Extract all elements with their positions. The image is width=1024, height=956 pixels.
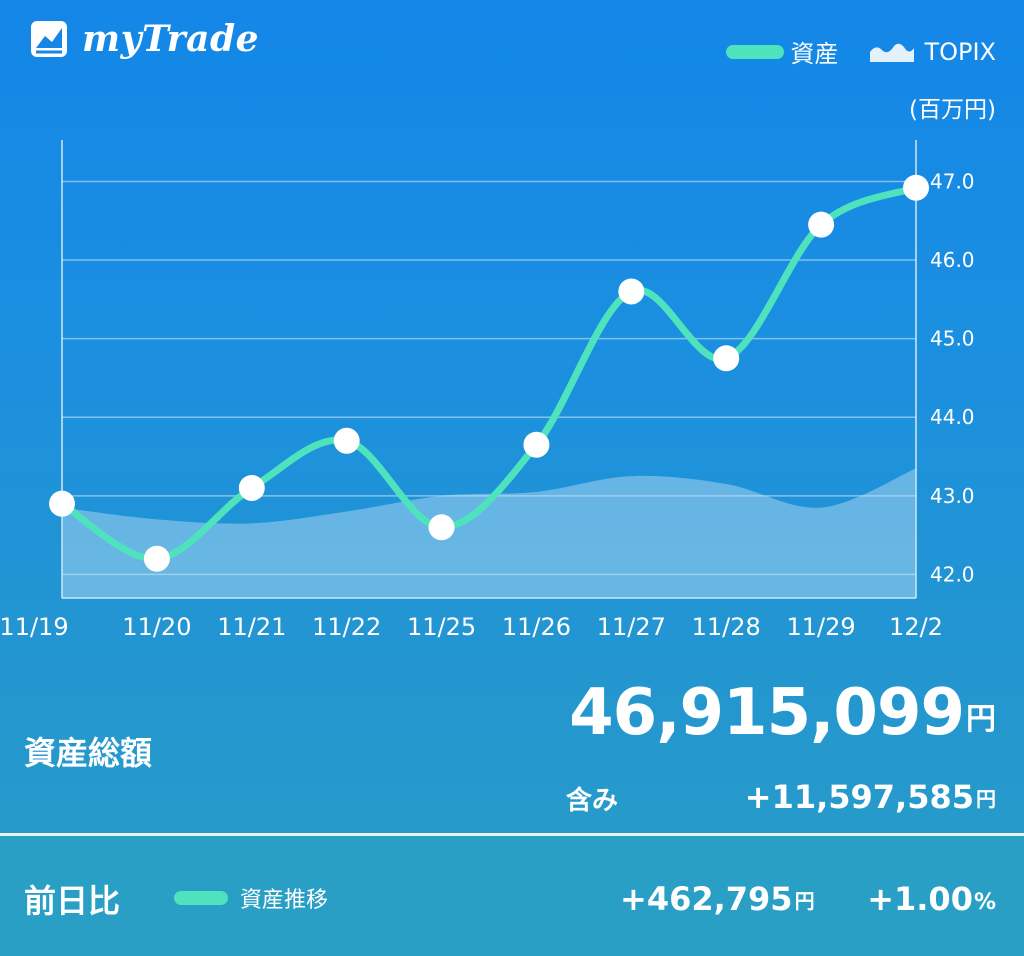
x-tick-label: 11/28 — [692, 613, 761, 641]
x-tick-label: 11/21 — [217, 613, 286, 641]
x-tick-label: 11/25 — [407, 613, 476, 641]
y-tick-label: 45.0 — [930, 327, 975, 351]
unrealized-label: 含み — [566, 786, 619, 816]
asset-line-swatch — [726, 44, 785, 59]
app-name: myTrade — [82, 18, 260, 60]
x-tick-label: 11/27 — [597, 613, 666, 641]
total-assets-value: 46,915,099 — [569, 676, 965, 750]
legend-topix-label: TOPIX — [924, 37, 996, 66]
total-assets-unit: 円 — [966, 702, 996, 737]
topix-area — [62, 468, 916, 598]
asset-point — [713, 345, 740, 372]
unrealized-unit: 円 — [976, 787, 996, 811]
y-tick-label: 42.0 — [930, 562, 975, 586]
daily-change: +462,795 円 — [620, 880, 815, 918]
daily-change-unit: 円 — [794, 889, 815, 913]
unrealized-value: +11,597,585 — [744, 778, 974, 816]
x-tick-label: 11/22 — [312, 613, 381, 641]
x-tick-label: 11/29 — [787, 613, 856, 641]
y-tick-label: 44.0 — [930, 405, 975, 429]
asset-point — [618, 278, 645, 305]
asset-point — [238, 474, 265, 501]
asset-line — [58, 184, 920, 563]
logo-icon — [31, 21, 67, 57]
legend-asset-label: 資産 — [790, 40, 839, 68]
daily-percent-unit: % — [973, 890, 996, 915]
unrealized-gain: +11,597,585 円 — [745, 778, 996, 816]
total-assets: 46,915,099 円 — [569, 676, 996, 750]
asset-point — [143, 545, 170, 572]
daily-percent-value: +1.00 — [867, 880, 973, 918]
asset-point — [428, 514, 455, 541]
asset-point — [808, 211, 835, 238]
app-logo: myTrade — [28, 18, 259, 60]
x-tick-label: 11/20 — [122, 613, 191, 641]
asset-point — [49, 490, 75, 517]
legend-topix: TOPIX — [868, 38, 996, 66]
topix-area-icon — [870, 43, 915, 62]
daily-change-bar — [0, 836, 1024, 956]
daily-change-value: +462,795 — [620, 880, 793, 918]
divider — [0, 833, 1024, 836]
total-assets-label: 資産総額 — [24, 734, 153, 772]
daily-percent: +1.00 % — [867, 880, 996, 918]
y-tick-label: 43.0 — [930, 484, 975, 508]
daily-legend: 資産推移 — [174, 882, 328, 914]
daily-change-label: 前日比 — [24, 882, 121, 920]
daily-legend-label: 資産推移 — [240, 888, 329, 913]
asset-point — [333, 427, 360, 454]
unit-label: (百万円) — [909, 97, 996, 123]
chart-legend: 資産 TOPIX — [696, 34, 996, 69]
legend-asset: 資産 — [726, 34, 838, 69]
asset-point — [523, 431, 550, 458]
x-tick-label: 11/26 — [502, 613, 571, 641]
asset-chart: 42.0 43.0 44.0 45.0 46.0 47.0 11/19 11/20 11/21 1… — [0, 140, 975, 641]
x-tick-label: 12/2 — [889, 613, 943, 641]
asset-trend-swatch — [174, 891, 228, 905]
asset-point — [903, 174, 929, 201]
x-tick-label: 11/19 — [0, 613, 69, 641]
y-tick-label: 46.0 — [930, 248, 975, 272]
y-tick-label: 47.0 — [930, 169, 975, 193]
